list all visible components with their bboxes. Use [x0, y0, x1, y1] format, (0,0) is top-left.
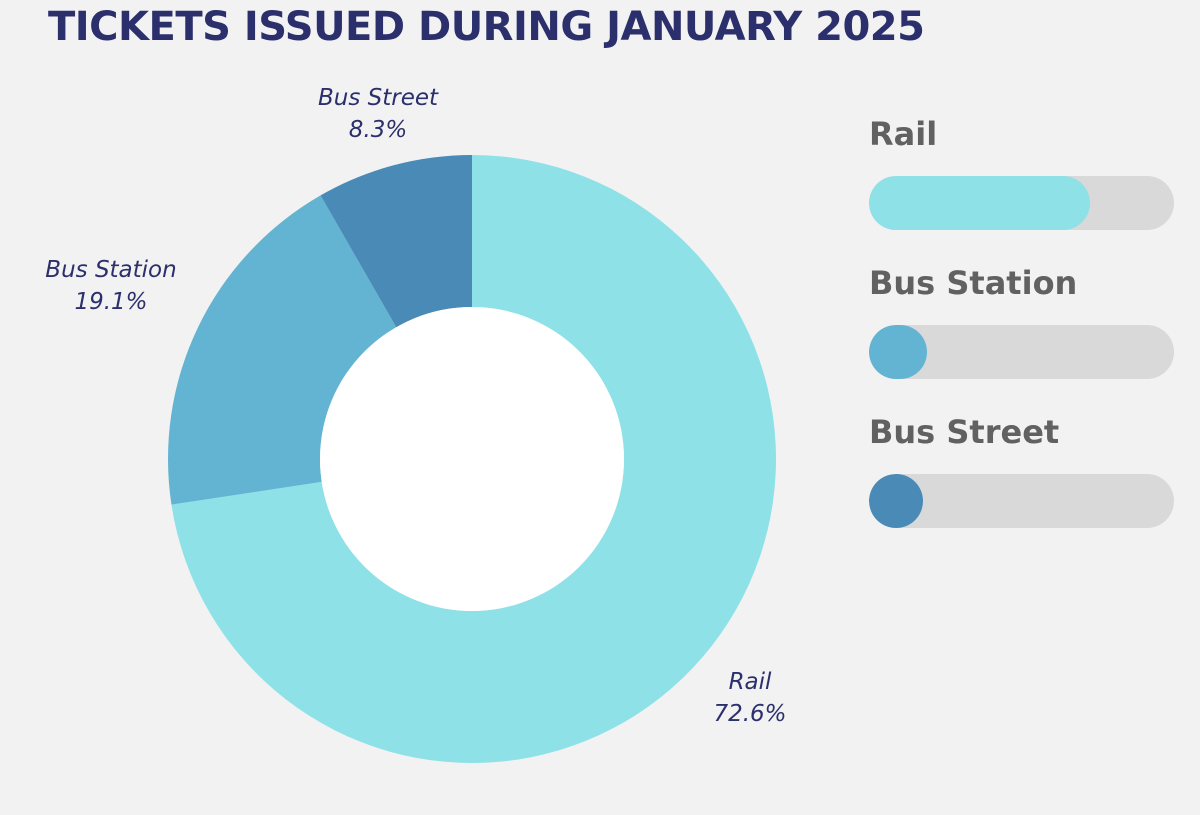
slice-label-rail-value: 72.6%	[713, 701, 787, 727]
legend-item-rail: Rail	[869, 114, 1174, 230]
legend-label-bus-station: Bus Station	[869, 264, 1078, 302]
legend-bar-track-bus-station	[869, 325, 1174, 379]
legend-bar-fill-rail	[869, 176, 1090, 230]
donut-slice-bus-station	[168, 195, 397, 505]
legend-bar-fill-bus-station	[869, 325, 927, 379]
legend-bar-track-rail	[869, 176, 1174, 230]
slice-label-bus-street-name: Bus Street	[317, 85, 439, 111]
donut-hole	[320, 307, 624, 611]
donut-slice-bus-street	[320, 155, 472, 328]
slice-label-bus-station-name: Bus Station	[45, 257, 177, 283]
slice-label-bus-station: Bus Station 19.1%	[45, 254, 176, 318]
legend-bar-track-bus-street	[869, 474, 1174, 528]
slice-label-rail: Rail 72.6%	[713, 666, 786, 730]
legend-item-bus-street: Bus Street	[869, 412, 1174, 528]
legend-label-bus-street: Bus Street	[869, 413, 1060, 451]
donut-slice-rail	[171, 155, 777, 763]
slice-label-rail-name: Rail	[728, 669, 772, 695]
chart-title: TICKETS ISSUED DURING JANUARY 2025	[48, 4, 925, 50]
slice-label-bus-station-value: 19.1%	[74, 289, 148, 315]
slice-label-bus-street: Bus Street 8.3%	[318, 82, 438, 146]
legend-item-bus-station: Bus Station	[869, 263, 1174, 379]
slice-label-bus-street-value: 8.3%	[348, 117, 408, 143]
legend-bar-fill-bus-street	[869, 474, 923, 528]
legend-label-rail: Rail	[869, 115, 938, 153]
